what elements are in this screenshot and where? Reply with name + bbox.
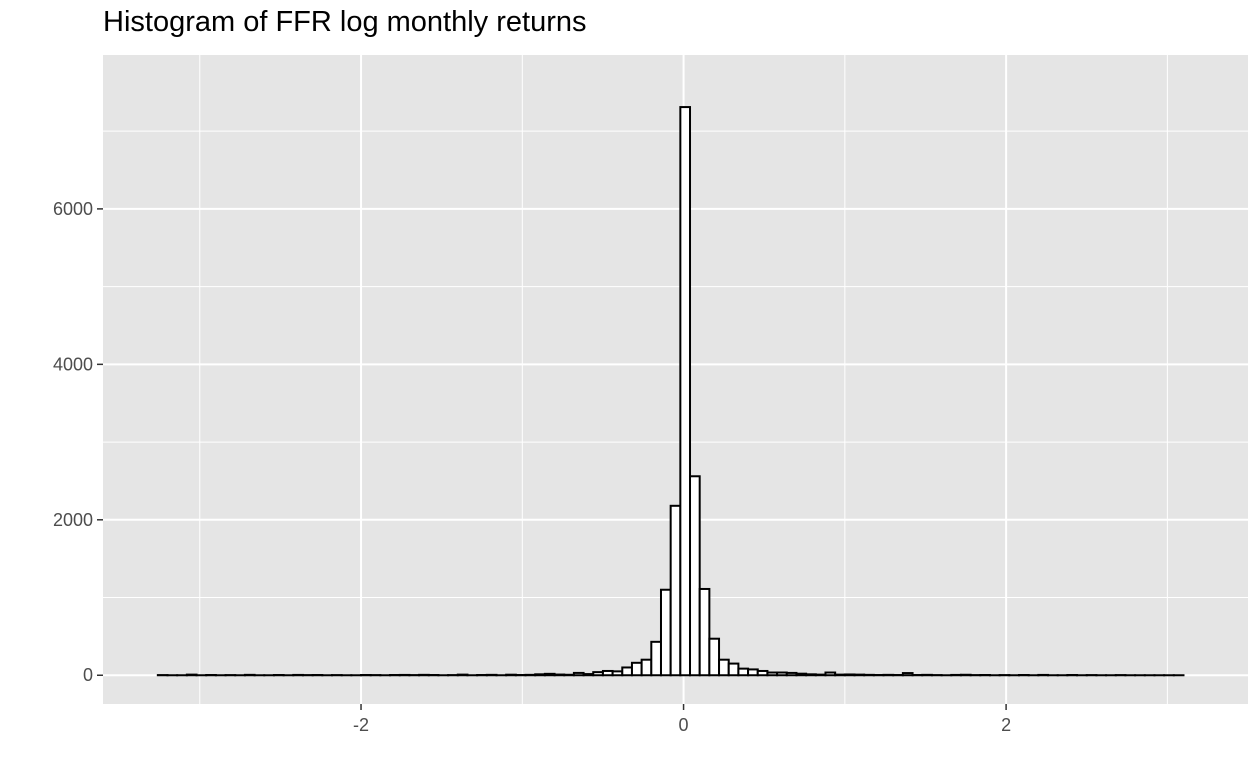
histogram-bar [659, 588, 672, 677]
histogram-bar [805, 673, 817, 677]
histogram-bar [185, 673, 198, 677]
histogram-bar [456, 673, 469, 677]
x-axis: -2 0 2 [353, 704, 1011, 735]
histogram-bar [592, 671, 604, 677]
histogram-bar [582, 673, 595, 677]
histogram-bar [630, 661, 643, 677]
histogram-bar [534, 673, 546, 677]
y-tick-label: 6000 [53, 199, 93, 219]
histogram-bar [718, 658, 730, 677]
histogram-bar [853, 673, 866, 677]
histogram-bar [766, 671, 779, 677]
minor-gridlines [103, 55, 1248, 704]
histogram-bar [901, 672, 914, 677]
histogram-bar [795, 672, 808, 677]
histogram-bar [834, 673, 846, 677]
histogram-bar [679, 106, 692, 677]
histogram-bar [689, 475, 701, 677]
histogram-bar [621, 666, 633, 677]
histogram-bar [824, 671, 837, 677]
histogram-bar [737, 667, 750, 677]
chart-title: Histogram of FFR log monthly returns [103, 6, 587, 38]
y-tick-label: 4000 [53, 354, 93, 374]
y-axis: 0 2000 4000 6000 [53, 199, 103, 685]
histogram-bar [650, 640, 662, 677]
histogram-bar [698, 587, 711, 677]
histogram-bar [640, 658, 653, 677]
histogram-bar [727, 662, 740, 677]
histogram-bar [747, 668, 759, 677]
histogram-bar [611, 670, 624, 677]
x-tick-label: 2 [1001, 715, 1011, 735]
histogram-bar [785, 671, 798, 677]
histogram-bar [843, 673, 856, 677]
y-tick-label: 0 [83, 665, 93, 685]
histogram-bar [553, 673, 566, 677]
histogram-bar [669, 504, 682, 677]
histogram-bar [601, 669, 614, 677]
x-tick-label: -2 [353, 715, 369, 735]
y-tick-label: 2000 [53, 510, 93, 530]
histogram-bar [708, 637, 721, 677]
histogram-bars [156, 106, 1185, 677]
histogram-bar [543, 672, 556, 677]
histogram-bar [572, 671, 585, 677]
histogram-bar [776, 671, 788, 677]
histogram-bar [814, 673, 827, 677]
histogram-bar [756, 669, 769, 677]
x-tick-label: 0 [679, 715, 689, 735]
histogram-bar [505, 673, 517, 677]
